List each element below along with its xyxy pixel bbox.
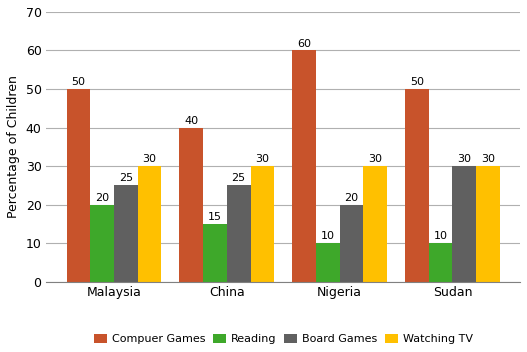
- Bar: [476, 166, 500, 282]
- Text: 40: 40: [184, 115, 198, 126]
- Text: 30: 30: [457, 154, 471, 164]
- Legend: Compuer Games, Reading, Board Games, Watching TV: Compuer Games, Reading, Board Games, Wat…: [91, 330, 476, 347]
- Bar: [203, 224, 227, 282]
- Bar: [66, 89, 90, 282]
- Bar: [452, 166, 476, 282]
- Text: 10: 10: [434, 231, 447, 241]
- Text: 25: 25: [119, 174, 133, 183]
- Text: 50: 50: [410, 77, 424, 87]
- Bar: [90, 205, 114, 282]
- Text: 10: 10: [321, 231, 335, 241]
- Text: 30: 30: [481, 154, 495, 164]
- Text: 30: 30: [143, 154, 157, 164]
- Text: 60: 60: [297, 38, 311, 49]
- Bar: [363, 166, 387, 282]
- Bar: [428, 243, 452, 282]
- Bar: [405, 89, 428, 282]
- Y-axis label: Percentage of Children: Percentage of Children: [7, 75, 20, 218]
- Text: 20: 20: [344, 193, 358, 203]
- Text: 30: 30: [368, 154, 382, 164]
- Bar: [227, 185, 250, 282]
- Bar: [316, 243, 339, 282]
- Bar: [180, 127, 203, 282]
- Bar: [292, 50, 316, 282]
- Text: 30: 30: [256, 154, 269, 164]
- Text: 50: 50: [72, 77, 85, 87]
- Bar: [250, 166, 274, 282]
- Bar: [339, 205, 363, 282]
- Bar: [114, 185, 138, 282]
- Text: 20: 20: [95, 193, 109, 203]
- Text: 15: 15: [208, 212, 222, 222]
- Text: 25: 25: [231, 174, 246, 183]
- Bar: [138, 166, 161, 282]
